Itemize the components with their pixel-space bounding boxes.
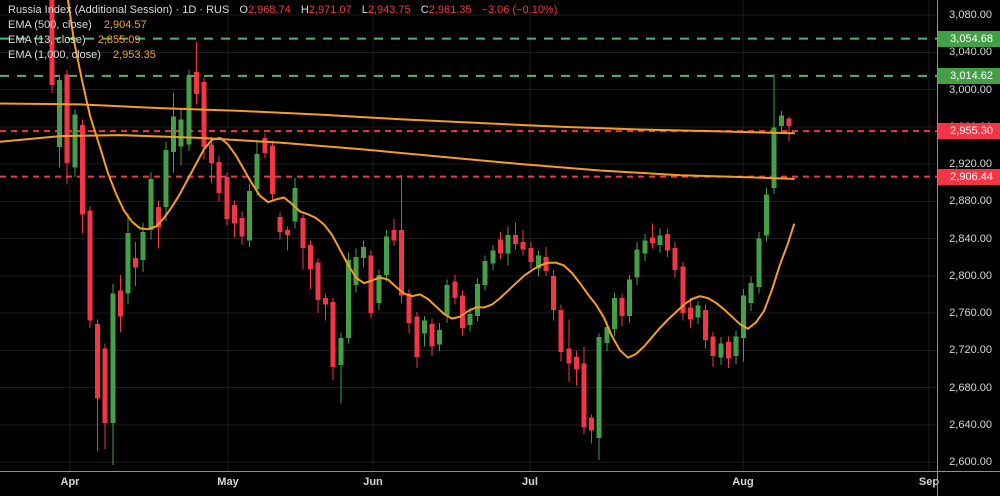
legend: Russia Index (Additional Session) · 1D ·… [8,3,557,63]
price-level-label-red: 2,906.44 [938,168,1000,185]
time-axis-label-jul: Jul [522,476,538,488]
ema13-label: EMA (13, close) [8,34,86,46]
price-axis-label: 2,680.00 [949,381,992,394]
indicator-row-ema1000[interactable]: EMA (1,000, close) 2,953.35 [8,48,557,63]
symbol-meta: · 1D · RUS [175,4,230,16]
price-axis-label: 2,800.00 [949,269,992,282]
chart-pane[interactable] [0,0,937,471]
close-value: 2,961.35 [428,4,472,16]
price-level-label-green: 3,054.68 [938,30,1000,47]
high-key: H [300,4,309,16]
price-axis-label: 2,840.00 [949,232,992,245]
open-key: O [239,4,248,16]
ema13-value: 2,855.09 [97,34,141,46]
close-key: C [420,4,429,16]
time-axis[interactable]: Apr May Jun Jul Aug Sep [0,471,1000,496]
change-value: −3.06 (−0.10%) [481,4,558,16]
indicator-row-ema500[interactable]: EMA (500, close) 2,904.57 [8,18,557,33]
price-axis-label: 2,920.00 [949,158,992,170]
ema500-label: EMA (500, close) [8,19,92,31]
time-axis-label-sep: Sep [918,476,940,488]
high-value: 2,971.07 [308,4,352,16]
symbol-row[interactable]: Russia Index (Additional Session) · 1D ·… [8,3,557,18]
low-key: L [361,4,368,16]
time-axis-label-jun: Jun [363,476,383,488]
price-axis-label: 2,760.00 [949,307,992,319]
price-axis-separator [937,0,938,496]
low-value: 2,943.75 [367,4,411,16]
ema1000-value: 2,953.35 [113,49,156,61]
price-axis[interactable]: 3,080.003,040.003,000.002,960.002,920.00… [937,0,1000,471]
price-axis-label: 2,640.00 [949,418,992,431]
price-axis-label: 3,080.00 [949,9,992,21]
price-level-label-red: 2,955.30 [938,123,1000,140]
time-axis-label-apr: Apr [60,476,80,488]
ema500-value: 2,904.57 [103,19,147,31]
candlestick-chart[interactable] [0,0,937,471]
time-axis-label-may: May [217,476,239,488]
indicator-row-ema13[interactable]: EMA (13, close) 2,855.09 [8,33,557,48]
time-axis-label-aug: Aug [732,476,754,488]
price-axis-label: 2,880.00 [949,195,992,208]
open-value: 2,968.74 [247,4,291,16]
ema1000-label: EMA (1,000, close) [8,49,101,61]
price-axis-label: 3,000.00 [949,83,992,96]
symbol-title: Russia Index (Additional Session) [8,4,173,16]
price-axis-label: 2,720.00 [949,344,992,357]
price-axis-label: 2,600.00 [949,456,992,468]
price-level-label-green: 3,014.62 [938,67,1000,84]
time-axis-separator [0,471,1000,472]
price-axis-label: 3,040.00 [949,46,992,59]
